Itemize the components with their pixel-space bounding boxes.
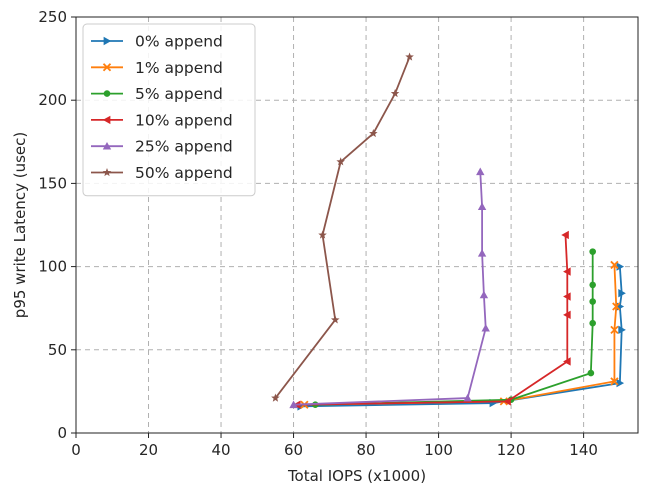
data-point <box>369 128 378 138</box>
legend-marker <box>102 168 112 177</box>
data-point <box>463 393 472 402</box>
x-tick-label: 140 <box>569 441 598 459</box>
legend-marker <box>102 115 111 125</box>
data-point <box>589 281 596 289</box>
series-layer <box>271 52 626 411</box>
data-point <box>477 249 487 257</box>
x-tick-label: 80 <box>357 441 376 459</box>
data-point <box>481 323 490 332</box>
x-tick-label: 40 <box>211 441 230 459</box>
legend-label: 5% append <box>135 85 223 103</box>
data-point <box>318 230 327 239</box>
series-line <box>304 264 618 406</box>
legend-marker <box>103 36 112 46</box>
legend-marker <box>103 90 111 97</box>
series-5 <box>271 52 414 402</box>
series-line <box>315 251 594 406</box>
legend-label: 50% append <box>135 164 233 182</box>
y-tick-label: 0 <box>57 424 67 442</box>
data-point <box>618 325 626 335</box>
series-2 <box>312 248 596 409</box>
data-point <box>589 319 596 327</box>
series-1 <box>300 260 621 409</box>
legend-label: 0% append <box>135 33 223 51</box>
data-point <box>563 267 571 276</box>
legend-marker <box>102 63 112 72</box>
data-point <box>589 298 596 305</box>
legend-item: 50% append <box>91 164 233 182</box>
data-point <box>616 378 625 388</box>
data-point <box>612 302 621 311</box>
y-tick-label: 200 <box>38 91 67 109</box>
data-point <box>271 393 280 402</box>
legend-item: 0% append <box>91 33 223 51</box>
data-point <box>289 400 298 409</box>
data-point <box>503 397 511 406</box>
data-point <box>405 52 414 61</box>
data-point <box>476 167 485 176</box>
y-tick-label: 50 <box>48 341 67 359</box>
legend-box <box>82 23 256 197</box>
data-point <box>589 248 596 255</box>
y-tick-label: 150 <box>38 174 67 192</box>
legend-label: 1% append <box>135 59 223 77</box>
x-axis-label: Total IOPS (x1000) <box>287 467 426 485</box>
plot-frame <box>75 16 639 434</box>
series-line <box>274 56 411 399</box>
data-point <box>610 260 619 270</box>
legend-item: 5% append <box>91 85 223 103</box>
x-tick-label: 120 <box>497 441 526 459</box>
grid <box>76 17 638 433</box>
legend: 0% append 1% append 5% append 10% append 2… <box>82 23 256 197</box>
series-line <box>300 266 623 408</box>
data-point <box>563 357 571 366</box>
legend-label: 10% append <box>135 111 233 129</box>
series-4 <box>289 167 490 409</box>
x-tick-label: 20 <box>139 441 158 459</box>
data-point <box>587 369 595 377</box>
data-point <box>479 290 489 299</box>
data-point <box>563 292 571 301</box>
legend-item: 1% append <box>91 59 223 77</box>
y-axis-label: p95 write Latency (usec) <box>11 132 29 318</box>
data-point <box>618 289 626 298</box>
data-point <box>610 325 619 334</box>
data-point <box>336 157 345 166</box>
data-point <box>477 202 487 211</box>
data-point <box>330 315 340 324</box>
data-point <box>616 262 625 271</box>
data-point <box>390 89 400 98</box>
ticks: 0 20 40 60 80 100 120 140 0 50 100 150 200 250 <box>38 8 598 459</box>
data-point <box>561 230 569 240</box>
legend-item: 25% append <box>91 138 233 156</box>
data-point <box>563 310 571 320</box>
x-tick-label: 100 <box>424 441 453 459</box>
series-line <box>293 171 487 406</box>
y-tick-label: 100 <box>38 258 67 276</box>
legend-item: 10% append <box>91 111 233 129</box>
y-tick-label: 250 <box>38 8 67 26</box>
series-3 <box>292 230 571 409</box>
legend-label: 25% append <box>135 138 233 156</box>
x-tick-label: 0 <box>71 441 81 459</box>
legend-marker <box>102 142 112 150</box>
data-point <box>610 377 619 386</box>
x-tick-label: 60 <box>284 441 303 459</box>
